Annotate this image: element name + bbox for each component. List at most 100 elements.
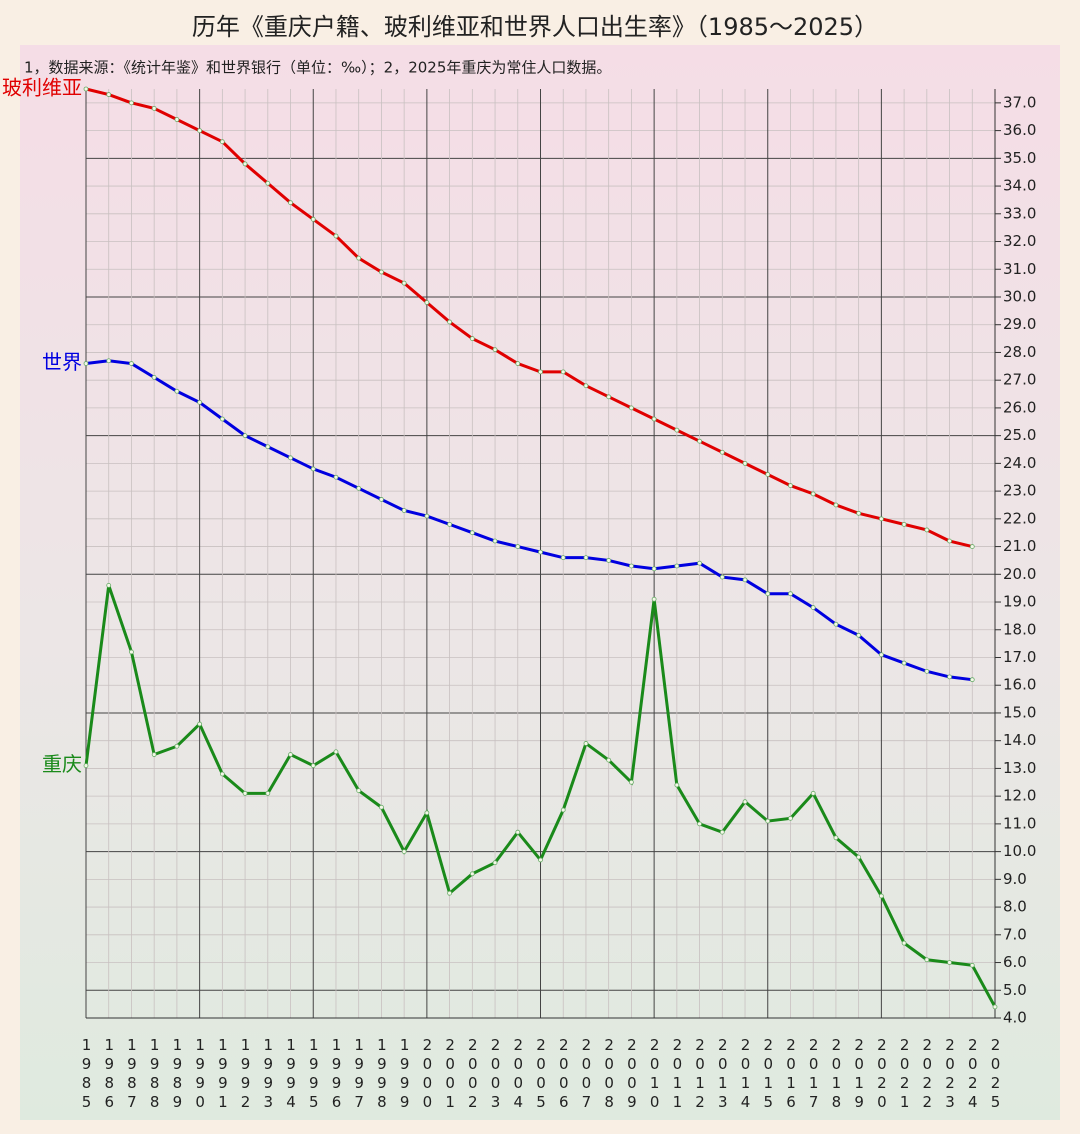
y-tick-label: 19.0 [1003, 593, 1036, 611]
point [629, 779, 634, 785]
x-tick-label: 2008 [600, 1036, 618, 1112]
point [83, 361, 89, 366]
point [333, 233, 339, 239]
point [242, 433, 248, 439]
x-tick-label: 2021 [896, 1036, 914, 1112]
point [219, 139, 225, 145]
point [379, 804, 384, 810]
y-tick-label: 33.0 [1003, 204, 1036, 222]
point [538, 549, 543, 555]
x-tick-label: 1997 [350, 1036, 368, 1112]
y-tick-label: 5.0 [1003, 981, 1027, 999]
y-tick-label: 37.0 [1003, 93, 1036, 111]
point [219, 771, 225, 777]
point [992, 1004, 998, 1010]
point [788, 815, 793, 821]
point [878, 652, 884, 658]
point [947, 960, 952, 965]
x-tick-label: 2004 [509, 1036, 527, 1112]
y-tick-label: 6.0 [1003, 953, 1027, 971]
point [288, 200, 293, 206]
series-label: 重庆 [42, 752, 82, 776]
point [560, 555, 566, 561]
series-label: 世界 [42, 350, 82, 374]
point [83, 763, 89, 769]
point [288, 752, 293, 757]
y-tick-label: 27.0 [1003, 371, 1036, 389]
x-tick-label: 1993 [259, 1036, 277, 1112]
point [629, 405, 634, 411]
point [197, 721, 203, 727]
point [379, 497, 384, 502]
y-tick-label: 20.0 [1003, 565, 1036, 583]
point [469, 530, 475, 536]
point [538, 369, 543, 375]
y-tick-label: 31.0 [1003, 260, 1036, 278]
point [129, 361, 134, 366]
point [174, 743, 180, 749]
point [947, 674, 952, 680]
point [242, 790, 248, 796]
point [606, 394, 612, 400]
y-tick-label: 26.0 [1003, 398, 1036, 416]
point [878, 516, 884, 522]
point [788, 591, 793, 597]
point [515, 829, 521, 835]
x-tick-label: 1987 [123, 1036, 141, 1112]
y-tick-label: 29.0 [1003, 315, 1036, 333]
point [129, 100, 134, 106]
y-tick-label: 24.0 [1003, 454, 1036, 472]
x-tick-label: 1998 [373, 1036, 391, 1112]
point [219, 416, 225, 422]
point [538, 857, 543, 863]
point [674, 782, 680, 788]
x-tick-label: 1994 [282, 1036, 300, 1112]
x-tick-label: 2003 [487, 1036, 505, 1112]
x-tick-label: 2001 [441, 1036, 459, 1112]
point [742, 460, 748, 466]
point [651, 596, 657, 602]
point [765, 591, 771, 597]
point [810, 605, 816, 610]
y-tick-label: 10.0 [1003, 842, 1036, 860]
y-tick-label: 18.0 [1003, 620, 1036, 638]
point [129, 649, 134, 655]
point [197, 399, 203, 405]
point [333, 749, 339, 755]
point [697, 438, 702, 444]
point [265, 790, 271, 796]
point [924, 957, 930, 963]
y-tick-label: 13.0 [1003, 759, 1036, 777]
y-tick-label: 25.0 [1003, 426, 1036, 444]
x-tick-label: 2011 [668, 1036, 686, 1112]
point [856, 854, 862, 860]
y-tick-label: 32.0 [1003, 232, 1036, 250]
point [492, 347, 498, 353]
x-tick-label: 2002 [464, 1036, 482, 1112]
y-tick-label: 36.0 [1003, 121, 1036, 139]
x-tick-label: 1985 [78, 1036, 96, 1112]
point [424, 513, 430, 519]
y-tick-label: 14.0 [1003, 731, 1036, 749]
y-tick-label: 30.0 [1003, 287, 1036, 305]
point [583, 741, 589, 746]
x-tick-label: 1990 [191, 1036, 209, 1112]
point [401, 508, 407, 513]
point [833, 502, 839, 508]
point [447, 319, 453, 325]
point [606, 757, 612, 763]
point [560, 369, 566, 375]
y-tick-label: 12.0 [1003, 787, 1036, 805]
point [924, 668, 930, 674]
point [83, 86, 89, 92]
point [583, 383, 589, 389]
point [310, 466, 316, 472]
point [833, 835, 839, 841]
x-tick-label: 2018 [827, 1036, 845, 1112]
point [583, 555, 589, 561]
point [356, 485, 362, 491]
x-tick-label: 1992 [237, 1036, 255, 1112]
x-tick-label: 2015 [759, 1036, 777, 1112]
point [651, 566, 657, 572]
point [560, 807, 566, 813]
